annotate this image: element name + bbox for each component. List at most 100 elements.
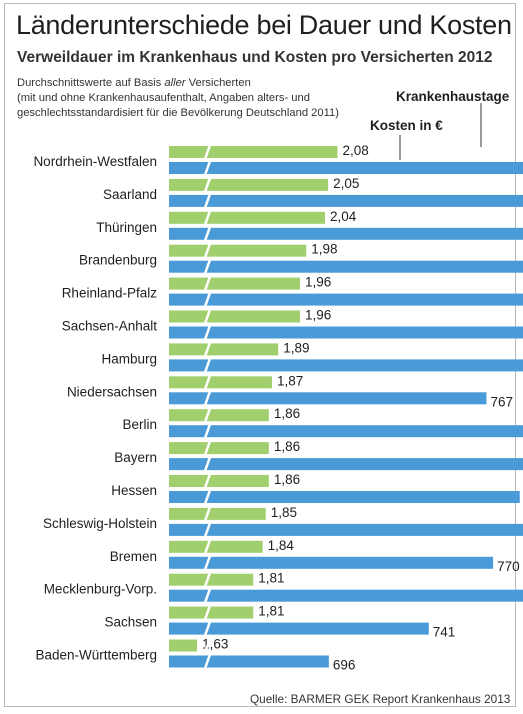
axis-break-mark	[203, 276, 212, 292]
axis-break-mark	[203, 226, 212, 242]
source-note: Quelle: BARMER GEK Report Krankenhaus 20…	[250, 692, 511, 706]
category-label: Brandenburg	[79, 253, 157, 268]
axis-break-mark	[203, 160, 212, 176]
category-label: Bayern	[114, 450, 157, 465]
legend-leader-lines	[399, 103, 482, 160]
cost-bar	[169, 359, 523, 372]
days-value-label: 1,84	[268, 538, 295, 553]
days-bar	[169, 244, 307, 257]
cost-bar	[169, 425, 523, 438]
category-label: Rheinland-Pfalz	[62, 286, 158, 301]
days-value-label: 2,04	[330, 209, 357, 224]
axis-break-mark	[203, 489, 212, 505]
axis-break-mark	[203, 654, 212, 669]
axis-break-mark	[203, 588, 212, 604]
axis-break-mark	[203, 243, 212, 259]
axis-break-mark	[203, 621, 212, 637]
category-label: Schleswig-Holstein	[43, 516, 157, 531]
axis-break-mark	[203, 193, 212, 209]
cost-bar	[169, 655, 329, 668]
axis-break-mark	[203, 292, 212, 308]
axis-break-mark	[203, 210, 212, 226]
days-bar	[169, 277, 301, 290]
cost-bar	[169, 589, 523, 602]
days-bar	[169, 507, 266, 520]
axis-break-mark	[203, 374, 212, 390]
cost-bar	[169, 458, 523, 471]
axis-break-mark	[203, 357, 212, 373]
axis-break-mark	[203, 341, 212, 357]
cost-bar	[169, 162, 523, 174]
chart-frame	[4, 3, 516, 707]
days-value-label: 1,86	[274, 406, 300, 421]
axis-break-mark	[203, 522, 212, 538]
category-label: Nordrhein-Westfalen	[33, 154, 157, 169]
axis-break-mark	[203, 309, 212, 324]
days-value-label: 1,96	[305, 275, 331, 290]
cost-bar	[169, 491, 520, 503]
cost-bar	[169, 194, 523, 207]
category-label: Thüringen	[96, 220, 157, 235]
days-value-label: 1,87	[277, 373, 303, 388]
axis-break-mark	[203, 605, 212, 621]
days-bar	[169, 573, 254, 586]
days-bar	[169, 343, 279, 356]
axis-break-mark	[203, 572, 212, 588]
days-bar	[169, 211, 325, 224]
category-label: Bremen	[110, 549, 157, 564]
axis-break-mark	[203, 390, 212, 406]
category-label: Sachsen-Anhalt	[62, 319, 158, 334]
days-value-label: 1,89	[283, 340, 309, 355]
days-bar	[169, 310, 301, 323]
cost-bar	[169, 556, 494, 569]
cost-value-label: 770	[497, 559, 520, 574]
axis-break-mark	[203, 473, 212, 489]
cost-value-label: 741	[433, 625, 456, 640]
axis-break-mark	[203, 506, 212, 522]
axis-break-mark	[203, 259, 212, 275]
category-label: Mecklenburg-Vorp.	[44, 582, 157, 597]
note-line-1: Durchschnittswerte auf Basis aller Versi…	[17, 76, 339, 91]
days-value-label: 2,05	[333, 176, 359, 191]
note-line-3: geschlechtsstandardisiert für die Bevölk…	[17, 107, 339, 119]
cost-bar	[169, 523, 523, 536]
axis-break-mark	[203, 407, 212, 423]
days-value-label: 1,86	[274, 472, 300, 487]
days-value-label: 1,86	[274, 439, 300, 454]
axis-break-mark	[203, 555, 212, 571]
cost-bar	[169, 622, 429, 635]
page-title: Länderunterschiede bei Dauer und Kosten	[16, 10, 512, 40]
days-bar	[169, 442, 269, 455]
note-emphasis: aller	[164, 77, 186, 89]
cost-bar	[169, 227, 523, 240]
days-value-label: 1,81	[258, 571, 284, 586]
category-label: Sachsen	[104, 615, 157, 630]
category-label: Berlin	[122, 417, 157, 432]
category-label: Baden-Württemberg	[35, 648, 157, 663]
note-line-1-a: Durchschnittswerte auf Basis	[17, 77, 165, 89]
axis-break-mark	[203, 144, 212, 160]
axis-break-mark	[203, 440, 212, 456]
days-bar	[169, 639, 198, 652]
axis-break-mark	[203, 539, 212, 555]
days-bar	[169, 376, 272, 389]
days-bar	[169, 178, 329, 191]
legend-days-label: Krankenhaustage	[396, 89, 510, 104]
cost-bar	[169, 392, 487, 405]
axis-break-mark	[203, 638, 212, 653]
axis-break-mark	[203, 177, 212, 193]
category-label: Saarland	[103, 187, 157, 202]
axis-break-mark	[203, 423, 212, 439]
days-bar	[169, 409, 269, 422]
category-label: Niedersachsen	[67, 384, 157, 399]
days-value-label: 1,96	[305, 308, 331, 323]
days-value-label: 2,08	[342, 143, 368, 158]
category-label: Hessen	[111, 483, 157, 498]
cost-bar	[169, 326, 523, 339]
days-bar	[169, 540, 263, 553]
cost-value-label: 696	[333, 658, 356, 673]
days-bar	[169, 606, 254, 619]
bar-group: Nordrhein-Westfalen2,08832Saarland2,0586…	[33, 143, 523, 673]
axis-break-mark	[203, 456, 212, 472]
